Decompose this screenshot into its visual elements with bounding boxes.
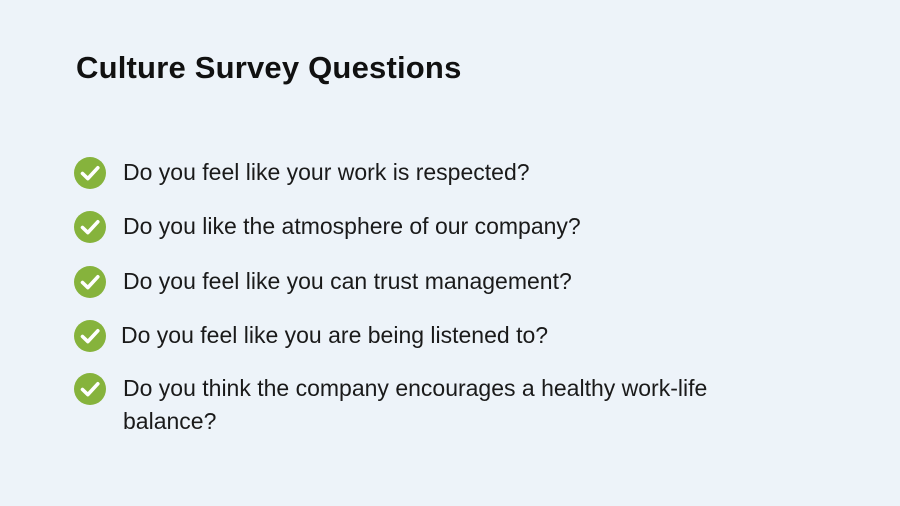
question-item: Do you think the company encourages a he… [74,373,774,438]
check-circle-icon [74,157,106,189]
question-text: Do you feel like you can trust managemen… [123,268,572,294]
question-item: Do you feel like you can trust managemen… [74,266,834,298]
slide-title: Culture Survey Questions [76,50,462,85]
question-text: Do you think the company encourages a he… [123,375,708,434]
check-circle-icon [74,320,106,352]
check-circle-icon [74,373,106,405]
question-item: Do you feel like you are being listened … [74,320,834,352]
check-circle-icon [74,266,106,298]
question-text: Do you feel like your work is respected? [123,159,530,185]
question-text: Do you like the atmosphere of our compan… [123,213,581,239]
question-item: Do you feel like your work is respected? [74,157,834,189]
question-text: Do you feel like you are being listened … [121,322,549,348]
check-circle-icon [74,211,106,243]
question-item: Do you like the atmosphere of our compan… [74,211,834,243]
